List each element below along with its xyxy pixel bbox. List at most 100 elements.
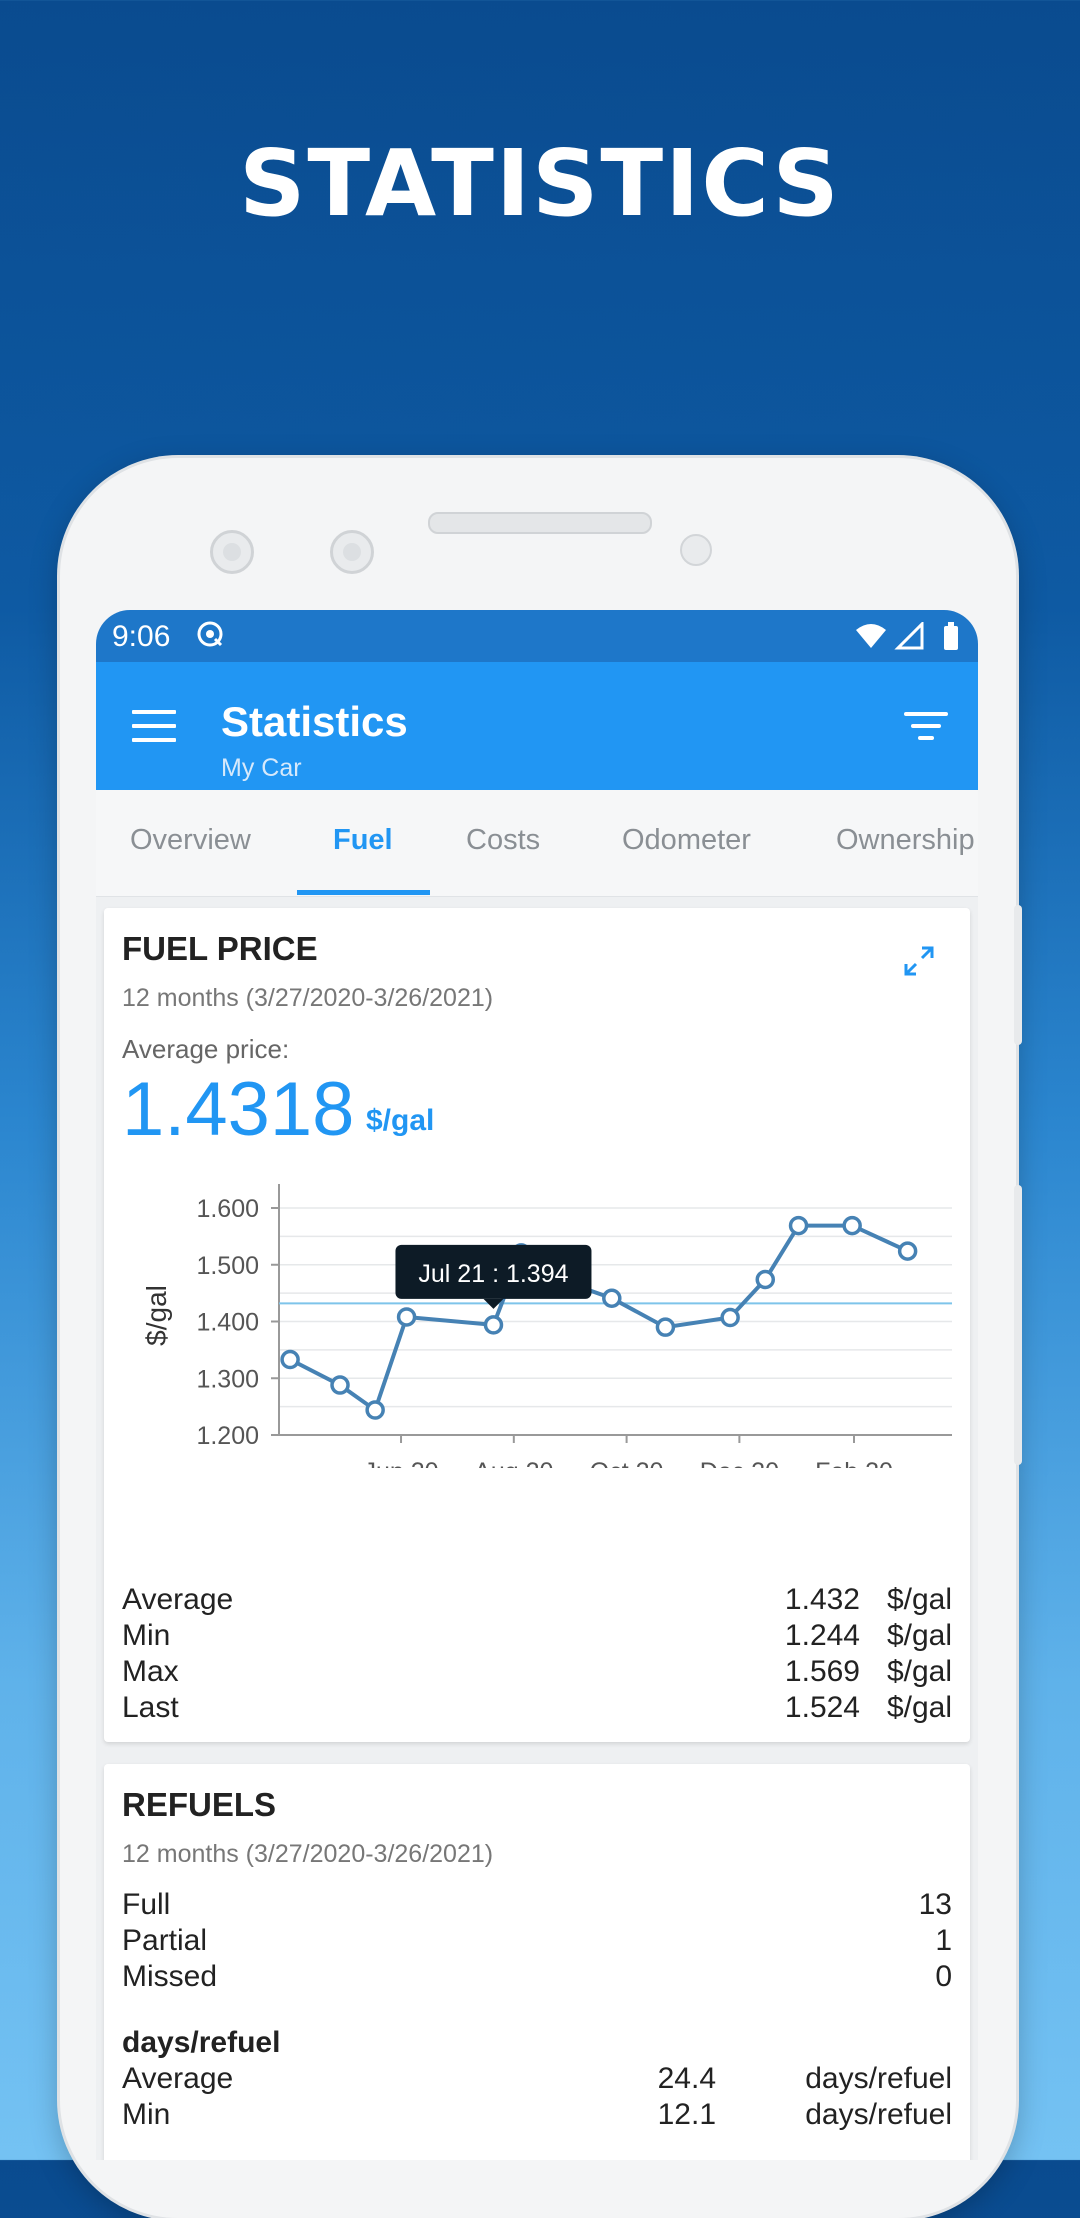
x-tick-label: Oct 20: [590, 1458, 664, 1468]
side-button-volume: [1014, 1185, 1022, 1465]
chart-tooltip: [395, 1244, 592, 1299]
expand-icon[interactable]: [902, 944, 936, 978]
data-point[interactable]: [755, 1269, 776, 1290]
status-bar: 9:06: [96, 610, 978, 662]
stat-label: Average: [122, 2062, 234, 2095]
stat-value: 24.4: [657, 2062, 716, 2095]
data-point[interactable]: [330, 1375, 350, 1395]
stat-value: 12.1: [657, 2098, 716, 2131]
data-point[interactable]: [897, 1241, 918, 1261]
data-point[interactable]: [483, 1315, 504, 1335]
stat-row: Min 1.244 $/gal: [122, 1619, 952, 1655]
fuel-price-card: FUEL PRICE 12 months (3/27/2020-3/26/202…: [104, 908, 970, 1742]
stat-label: Average: [122, 1583, 234, 1616]
stat-row: Average 1.432 $/gal: [122, 1583, 952, 1619]
stat-row: Full 13: [122, 1888, 952, 1924]
days-per-refuel-heading: days/refuel: [122, 2026, 281, 2059]
stat-row: Last 1.524 $/gal: [122, 1691, 952, 1727]
y-tick-label: 1.400: [196, 1309, 259, 1337]
stat-row: Min 12.1 days/refuel: [122, 2098, 952, 2134]
stat-label: Partial: [122, 1924, 208, 1957]
refuels-card: REFUELS 12 months (3/27/2020-3/26/2021) …: [104, 1764, 970, 2160]
stat-unit: days/refuel: [805, 2098, 952, 2131]
stat-value: 13: [918, 1888, 952, 1921]
card-title: FUEL PRICE: [122, 930, 318, 967]
data-point[interactable]: [280, 1349, 300, 1370]
tab-overview[interactable]: Overview: [130, 824, 251, 856]
stat-label: Min: [122, 2098, 171, 2131]
average-price-unit: $/gal: [366, 1104, 435, 1137]
sync-icon: [197, 621, 223, 647]
tab-bar: Overview Fuel Costs Odometer Ownership: [96, 790, 978, 897]
app-bar: Statistics My Car: [96, 662, 978, 790]
promo-title: STATISTICS: [239, 130, 841, 237]
data-point[interactable]: [842, 1215, 862, 1236]
y-tick-label: 1.500: [196, 1252, 259, 1280]
tab-odometer[interactable]: Odometer: [622, 824, 751, 856]
refuels-stats: Full 13 Partial 1 Missed 0 days/refuel Averag…: [122, 1888, 952, 2134]
stat-unit: $/gal: [886, 1583, 952, 1616]
stat-row: Average 24.4 days/refuel: [122, 2062, 952, 2098]
stat-label: Full: [122, 1888, 171, 1921]
hamburger-menu-icon[interactable]: [132, 710, 176, 742]
stat-row: Partial 1: [122, 1924, 952, 1960]
filter-icon[interactable]: [904, 712, 948, 746]
stat-label: Min: [122, 1619, 171, 1652]
series-line: [289, 1223, 909, 1414]
stat-unit: $/gal: [886, 1655, 952, 1688]
proximity-sensor: [680, 534, 712, 566]
page-title: Statistics: [221, 698, 408, 745]
status-system-icons: [856, 622, 958, 650]
tab-ownership[interactable]: Ownership: [836, 824, 975, 856]
y-tick-label: 1.600: [196, 1195, 259, 1223]
stat-value: 1.524: [784, 1691, 860, 1724]
x-tick-label: Jun 20: [363, 1458, 438, 1468]
card-date-range: 12 months (3/27/2020-3/26/2021): [122, 984, 494, 1012]
average-price-label: Average price:: [122, 1034, 290, 1064]
data-point[interactable]: [602, 1288, 622, 1308]
status-time: 9:06: [112, 620, 171, 653]
stat-label: Max: [122, 1655, 179, 1688]
stat-value: 0: [935, 1960, 952, 1993]
battery-icon: [944, 626, 958, 650]
stat-row: Missed 0: [122, 1960, 952, 1996]
front-camera-right: [330, 530, 374, 574]
chart-tooltip-arrow: [483, 1298, 504, 1309]
fuel-price-chart[interactable]: 1.200 1.300 1.400 1.500 1.600 $/gal Jun 20 Aug …: [104, 1178, 970, 1468]
front-camera-left: [210, 530, 254, 574]
earpiece-speaker: [428, 512, 652, 534]
stat-unit: $/gal: [886, 1619, 952, 1652]
card-date-range: 12 months (3/27/2020-3/26/2021): [122, 1840, 494, 1868]
side-button-power: [1014, 905, 1022, 1045]
data-point[interactable]: [655, 1317, 676, 1337]
y-axis-label: $/gal: [141, 1285, 172, 1346]
x-tick-label: Aug 20: [474, 1458, 553, 1468]
y-tick-label: 1.200: [196, 1422, 259, 1450]
data-point[interactable]: [788, 1215, 809, 1236]
vehicle-name: My Car: [221, 754, 302, 782]
stat-value: 1.432: [784, 1583, 860, 1616]
chart-tooltip-text: Jul 21 : 1.394: [418, 1260, 568, 1288]
x-tick-label: Feb 20: [815, 1458, 893, 1468]
stat-value: 1.244: [784, 1619, 860, 1652]
stat-unit: days/refuel: [805, 2062, 952, 2095]
data-point[interactable]: [396, 1307, 417, 1327]
wifi-icon: [856, 624, 886, 648]
cell-signal-icon: [894, 622, 924, 650]
data-point[interactable]: [720, 1307, 740, 1328]
x-tick-label: Dec 20: [700, 1458, 779, 1468]
y-tick-label: 1.300: [196, 1365, 259, 1393]
average-price-value: 1.4318: [122, 1067, 355, 1152]
app-screen: 9:06 Statistics My Car Overview Fuel Cos…: [96, 610, 978, 2160]
stat-row: Max 1.569 $/gal: [122, 1655, 952, 1691]
stat-label: Missed: [122, 1960, 218, 1993]
stat-unit: $/gal: [886, 1691, 952, 1724]
card-title: REFUELS: [122, 1786, 277, 1823]
tab-fuel[interactable]: Fuel: [333, 824, 393, 856]
tab-indicator: [297, 890, 430, 895]
stat-value: 1: [935, 1924, 952, 1957]
fuel-price-stats: Average 1.432 $/gal Min 1.244 $/gal Max 1.569 $/…: [122, 1583, 952, 1727]
stat-label: Last: [122, 1691, 179, 1724]
data-point[interactable]: [365, 1400, 385, 1420]
tab-costs[interactable]: Costs: [466, 824, 541, 856]
